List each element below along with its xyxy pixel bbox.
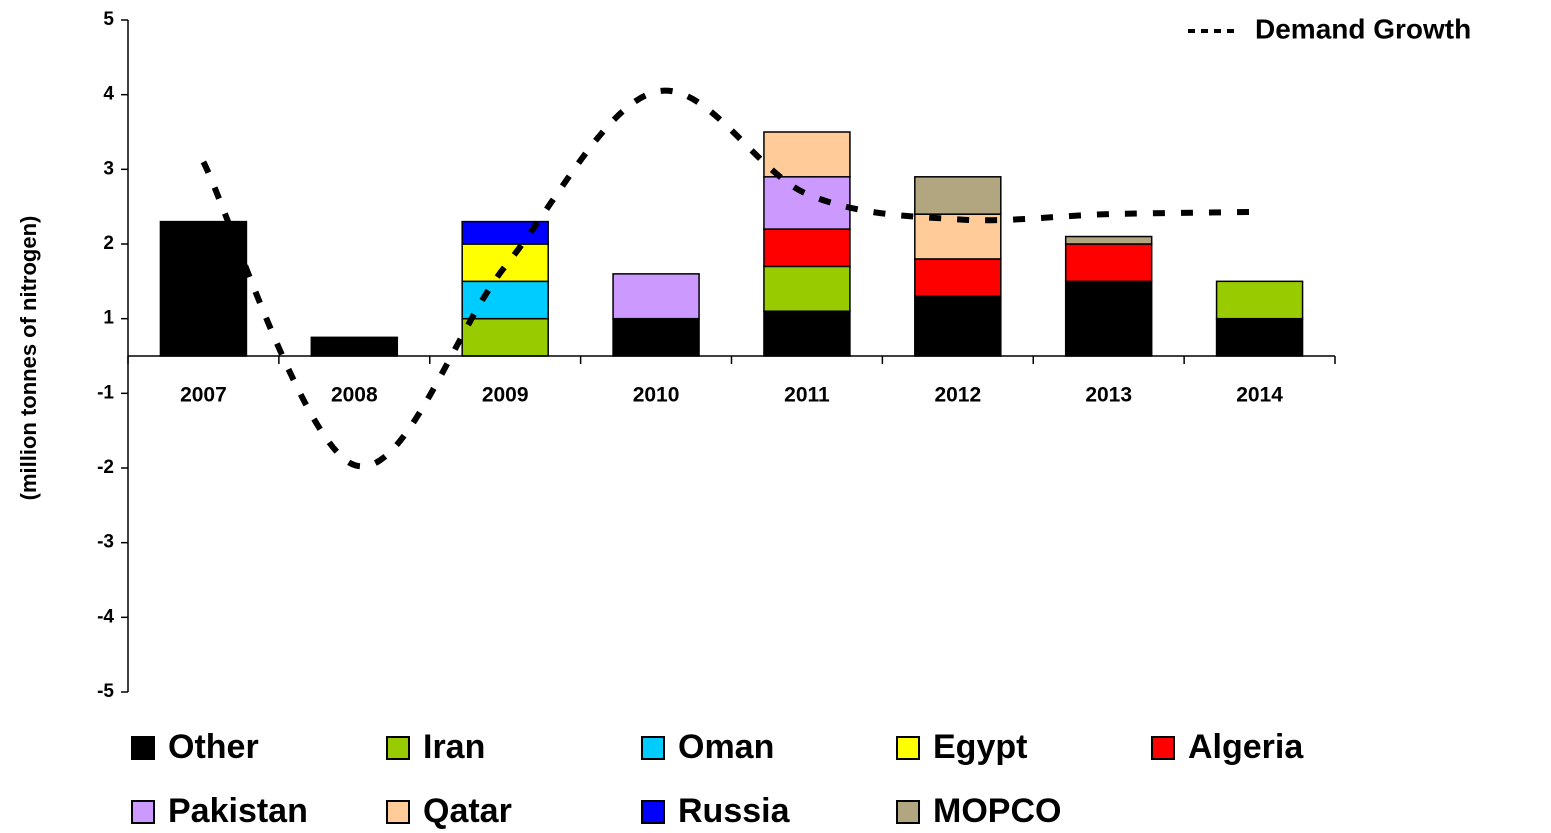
y-tick-label: -4 xyxy=(97,606,114,627)
legend-swatch xyxy=(131,800,155,824)
legend-label: Egypt xyxy=(933,728,1027,766)
y-tick-label: -2 xyxy=(97,457,114,478)
legend-swatch xyxy=(896,736,920,760)
legend-swatch xyxy=(896,800,920,824)
demand-line xyxy=(200,87,1260,470)
y-tick-label: 3 xyxy=(103,158,114,179)
bar-segment xyxy=(159,220,248,357)
legend-label: Oman xyxy=(678,728,774,766)
bar-segment xyxy=(461,243,549,283)
legend-swatch xyxy=(131,736,155,760)
bar-segment xyxy=(1215,280,1304,320)
x-tick-label: 2008 xyxy=(331,384,378,407)
legend-label: Algeria xyxy=(1188,728,1304,766)
legend-swatch xyxy=(386,800,410,824)
legend-label: Pakistan xyxy=(168,792,308,830)
bar-segment xyxy=(612,317,700,357)
bar-segment xyxy=(310,336,399,357)
y-tick-label: -5 xyxy=(97,681,114,702)
bar-segment xyxy=(612,273,700,320)
bar-segment xyxy=(914,295,1002,357)
legend-label: Russia xyxy=(678,792,791,830)
bar-segment xyxy=(763,176,851,230)
bar-segment xyxy=(763,265,851,312)
legend-label: Qatar xyxy=(423,792,512,830)
bar-segment xyxy=(1064,280,1153,357)
bar-segment xyxy=(461,220,549,245)
bar-segment xyxy=(461,317,549,357)
bar-segment xyxy=(914,176,1002,215)
bar-segment xyxy=(763,228,851,268)
bar-segment xyxy=(763,131,851,178)
x-tick-label: 2013 xyxy=(1085,384,1132,407)
x-tick-label: 2012 xyxy=(934,384,981,407)
y-tick-label: 5 xyxy=(103,9,114,30)
x-tick-label: 2010 xyxy=(633,384,680,407)
legend-label: MOPCO xyxy=(933,792,1061,830)
y-tick-label: 2 xyxy=(103,233,114,254)
bar-segment xyxy=(1215,317,1304,357)
x-tick-label: 2011 xyxy=(784,384,830,407)
legend-swatch xyxy=(386,736,410,760)
legend-label: Other xyxy=(168,728,259,766)
bar-segment xyxy=(763,310,851,357)
bar-segment xyxy=(1064,235,1153,245)
bar-segment xyxy=(1064,243,1153,283)
y-tick-label: -1 xyxy=(97,382,114,403)
bar-segment xyxy=(461,280,549,320)
y-tick-label: -3 xyxy=(97,532,114,553)
legend-swatch xyxy=(641,736,665,760)
legend-label: Demand Growth xyxy=(1255,13,1471,44)
y-axis-label: (million tonnes of nitrogen) xyxy=(16,216,41,501)
legend-label: Iran xyxy=(423,728,485,766)
x-tick-label: 2014 xyxy=(1236,384,1283,407)
legend-swatch xyxy=(641,800,665,824)
x-tick-label: 2007 xyxy=(180,384,227,407)
legend-swatch xyxy=(1151,736,1175,760)
y-tick-label: 4 xyxy=(103,84,114,105)
x-tick-label: 2009 xyxy=(482,384,529,407)
y-tick-label: 1 xyxy=(103,308,114,329)
bar-segment xyxy=(914,258,1002,298)
